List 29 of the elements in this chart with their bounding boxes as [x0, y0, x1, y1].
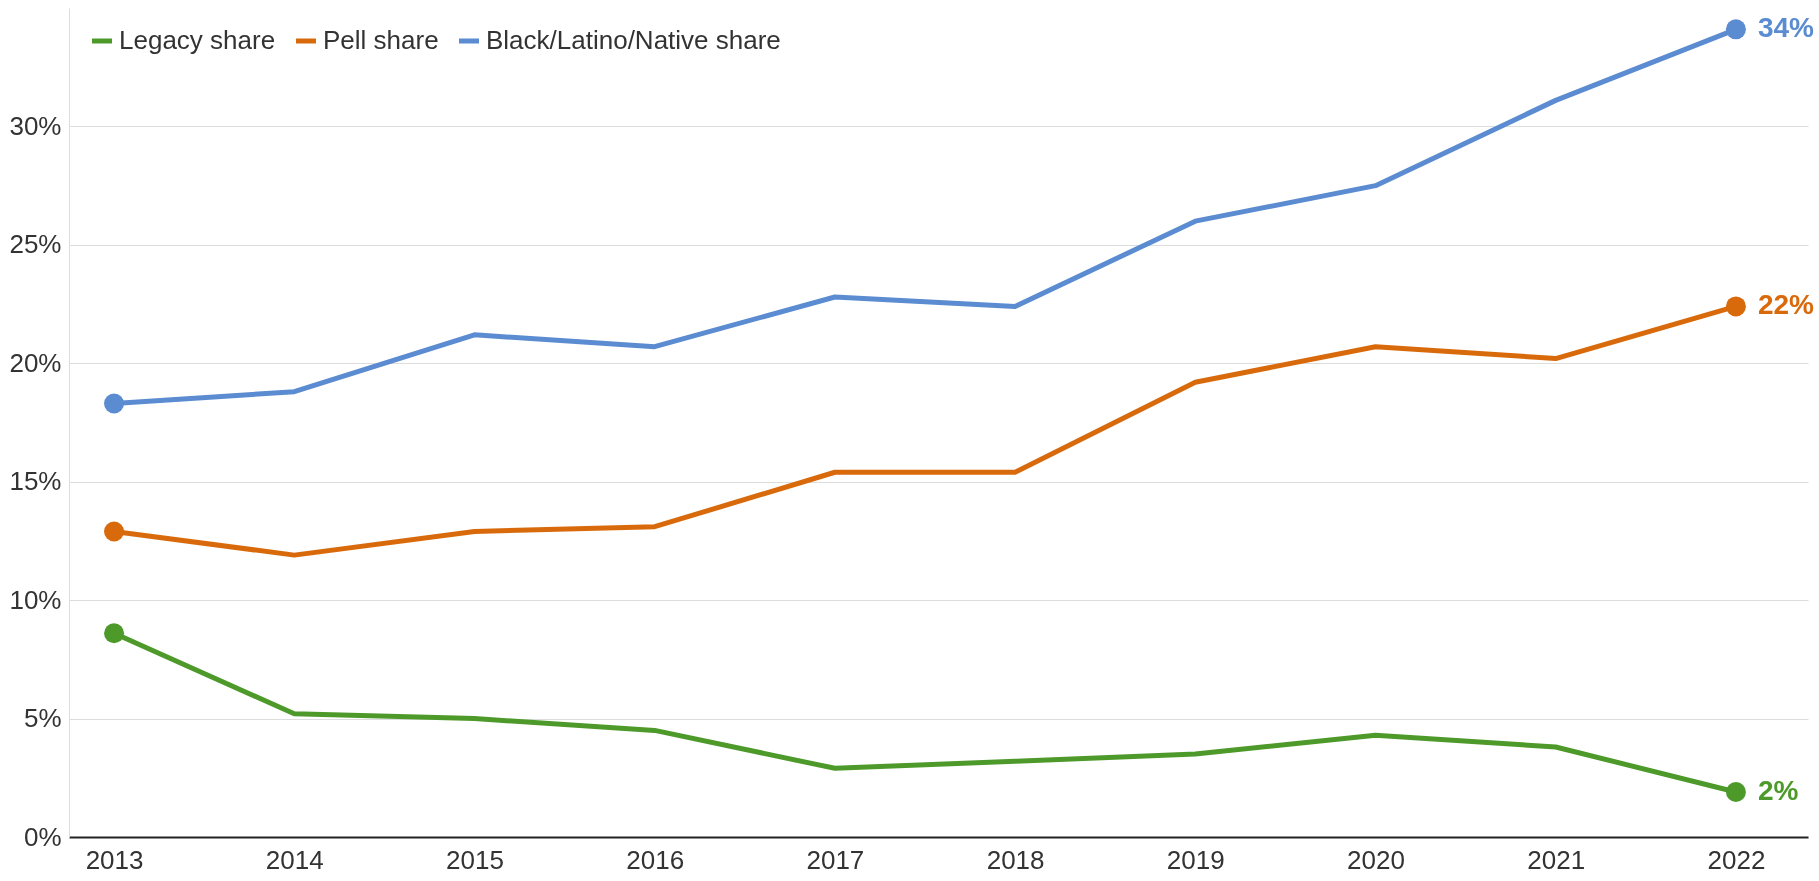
- x-tick-label: 2021: [1527, 844, 1586, 875]
- point: [1725, 782, 1746, 802]
- legend-label: Legacy share: [119, 25, 276, 55]
- x-tick-label: 2013: [85, 844, 144, 875]
- point: [1725, 296, 1746, 317]
- x-tick-label: 2014: [265, 844, 324, 875]
- y-tick-label: 25%: [9, 229, 62, 260]
- x-tick-label: 2022: [1707, 844, 1766, 875]
- point: [104, 521, 125, 542]
- x-tick-label: 2017: [806, 844, 865, 875]
- data-label: 2%: [1757, 775, 1799, 806]
- x-tick-label: 2016: [626, 844, 685, 875]
- data-label: 22%: [1757, 289, 1815, 321]
- y-tick-label: 0%: [23, 821, 62, 852]
- y-tick-label: 10%: [9, 584, 62, 615]
- x-tick-label: 2019: [1166, 844, 1225, 875]
- legend-label: Black/Latino/Native share: [486, 25, 781, 55]
- data-label: 34%: [1757, 12, 1815, 44]
- x-tick-label: 2018: [986, 844, 1045, 875]
- y-tick-label: 15%: [9, 466, 62, 497]
- point: [1725, 19, 1746, 40]
- y-tick-label: 5%: [23, 703, 62, 734]
- y-tick-label: 20%: [9, 347, 62, 378]
- y-tick-label: 30%: [9, 110, 62, 141]
- point: [104, 393, 125, 414]
- x-tick-label: 2015: [446, 844, 504, 875]
- x-tick-label: 2020: [1347, 844, 1405, 875]
- legend-label: Pell share: [323, 25, 439, 55]
- point: [104, 623, 125, 644]
